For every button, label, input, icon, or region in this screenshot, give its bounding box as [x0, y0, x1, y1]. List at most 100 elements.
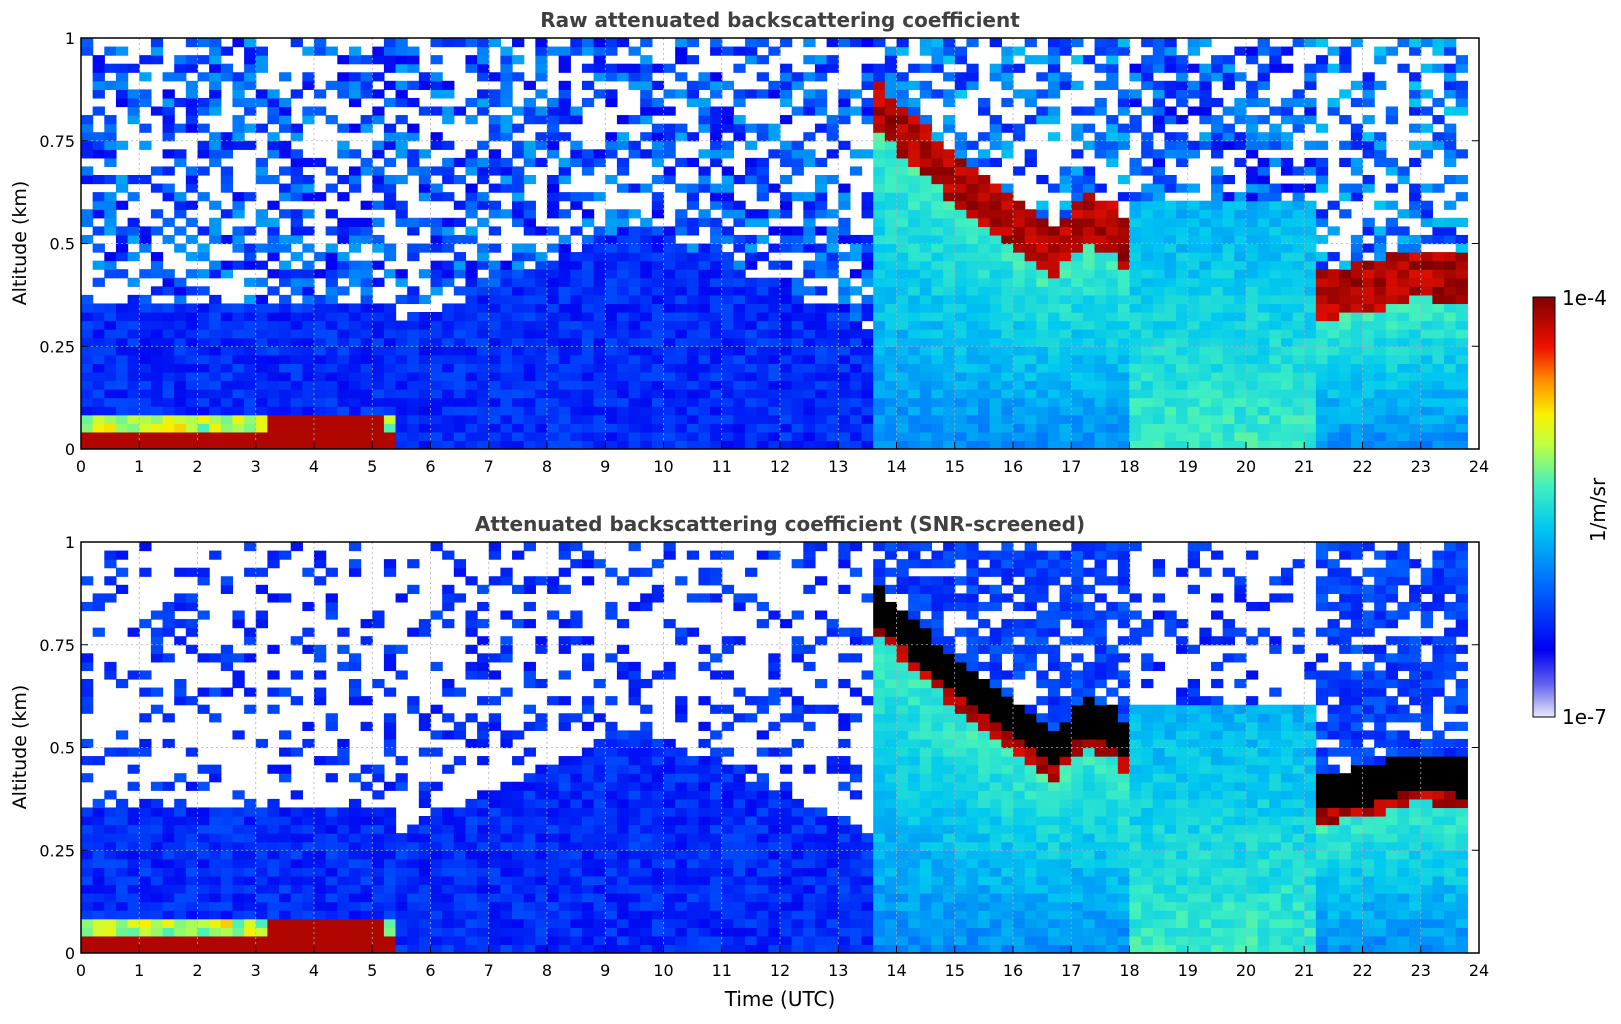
heatmap-cell — [1001, 440, 1013, 449]
heatmap-cell — [1001, 321, 1013, 330]
heatmap-cell — [256, 415, 268, 424]
heatmap-cell — [186, 440, 198, 449]
heatmap-cell — [1211, 338, 1223, 347]
heatmap-cell — [1281, 295, 1293, 304]
heatmap-cell — [640, 423, 652, 432]
heatmap-cell — [302, 602, 314, 611]
heatmap-cell — [1001, 149, 1013, 158]
heatmap-cell — [1316, 440, 1328, 449]
heatmap-cell — [897, 47, 909, 56]
heatmap-cell — [232, 825, 244, 834]
heatmap-cell — [372, 184, 384, 193]
heatmap-cell — [279, 833, 291, 842]
heatmap-cell — [710, 89, 722, 98]
heatmap-cell — [687, 192, 699, 201]
heatmap-cell — [1432, 321, 1444, 330]
heatmap-cell — [151, 902, 163, 911]
heatmap-cell — [1095, 432, 1107, 441]
heatmap-cell — [640, 415, 652, 424]
heatmap-cell — [1048, 372, 1060, 381]
heatmap-cell — [722, 107, 734, 116]
heatmap-cell — [943, 295, 955, 304]
heatmap-cell — [454, 329, 466, 338]
heatmap-cell — [687, 244, 699, 253]
heatmap-cell — [1456, 338, 1468, 347]
heatmap-cell — [1432, 440, 1444, 449]
heatmap-cell — [570, 295, 582, 304]
heatmap-cell — [500, 398, 512, 407]
heatmap-cell — [81, 389, 93, 398]
heatmap-cell — [1351, 363, 1363, 372]
heatmap-cell — [1025, 398, 1037, 407]
heatmap-cell — [920, 252, 932, 261]
heatmap-cell — [349, 833, 361, 842]
heatmap-cell — [1001, 261, 1013, 270]
heatmap-cell — [1141, 372, 1153, 381]
heatmap-cell — [1199, 286, 1211, 295]
heatmap-cell — [1316, 372, 1328, 381]
heatmap-cell — [850, 415, 862, 424]
heatmap-cell — [1234, 278, 1246, 287]
heatmap-cell — [780, 295, 792, 304]
heatmap-cell — [1025, 286, 1037, 295]
heatmap-cell — [326, 81, 338, 90]
heatmap-cell — [920, 81, 932, 90]
heatmap-cell — [384, 440, 396, 449]
heatmap-cell — [885, 346, 897, 355]
heatmap-cell — [943, 355, 955, 364]
heatmap-cell — [582, 166, 594, 175]
heatmap-cell — [116, 363, 128, 372]
heatmap-cell — [966, 372, 978, 381]
heatmap-cell — [617, 166, 629, 175]
heatmap-cell — [1025, 303, 1037, 312]
heatmap-cell — [1293, 321, 1305, 330]
heatmap-cell — [710, 218, 722, 227]
heatmap-cell — [687, 381, 699, 390]
heatmap-cell — [850, 269, 862, 278]
heatmap-cell — [862, 440, 874, 449]
heatmap-cell — [733, 209, 745, 218]
heatmap-cell — [1036, 372, 1048, 381]
heatmap-cell — [978, 303, 990, 312]
heatmap-cell — [291, 542, 303, 551]
heatmap-cell — [698, 124, 710, 133]
heatmap-cell — [605, 244, 617, 253]
heatmap-cell — [174, 98, 186, 107]
heatmap-cell — [605, 440, 617, 449]
heatmap-cell — [885, 321, 897, 330]
heatmap-cell — [465, 55, 477, 64]
heatmap-cell — [803, 286, 815, 295]
heatmap-cell — [885, 261, 897, 270]
heatmap-cell — [396, 149, 408, 158]
heatmap-cell — [1060, 363, 1072, 372]
heatmap-cell — [897, 381, 909, 390]
heatmap-cell — [326, 389, 338, 398]
heatmap-cell — [943, 415, 955, 424]
heatmap-cell — [966, 209, 978, 218]
heatmap-cell — [570, 381, 582, 390]
heatmap-cell — [990, 398, 1002, 407]
heatmap-cell — [337, 81, 349, 90]
heatmap-cell — [594, 261, 606, 270]
heatmap-cell — [1456, 432, 1468, 441]
heatmap-cell — [1188, 226, 1200, 235]
heatmap-cell — [489, 432, 501, 441]
heatmap-cell — [104, 303, 116, 312]
heatmap-cell — [209, 936, 221, 945]
heatmap-cell — [675, 303, 687, 312]
heatmap-cell — [1304, 346, 1316, 355]
heatmap-cell — [1060, 295, 1072, 304]
heatmap-cell — [1397, 38, 1409, 47]
heatmap-cell — [81, 919, 93, 928]
heatmap-cell — [139, 269, 151, 278]
heatmap-cell — [780, 149, 792, 158]
heatmap-cell — [139, 440, 151, 449]
heatmap-cell — [943, 269, 955, 278]
heatmap-cell — [477, 381, 489, 390]
heatmap-cell — [209, 261, 221, 270]
heatmap-cell — [559, 338, 571, 347]
heatmap-cell — [698, 115, 710, 124]
heatmap-cell — [1164, 235, 1176, 244]
heatmap-cell — [198, 936, 210, 945]
heatmap-cell — [1386, 252, 1398, 261]
